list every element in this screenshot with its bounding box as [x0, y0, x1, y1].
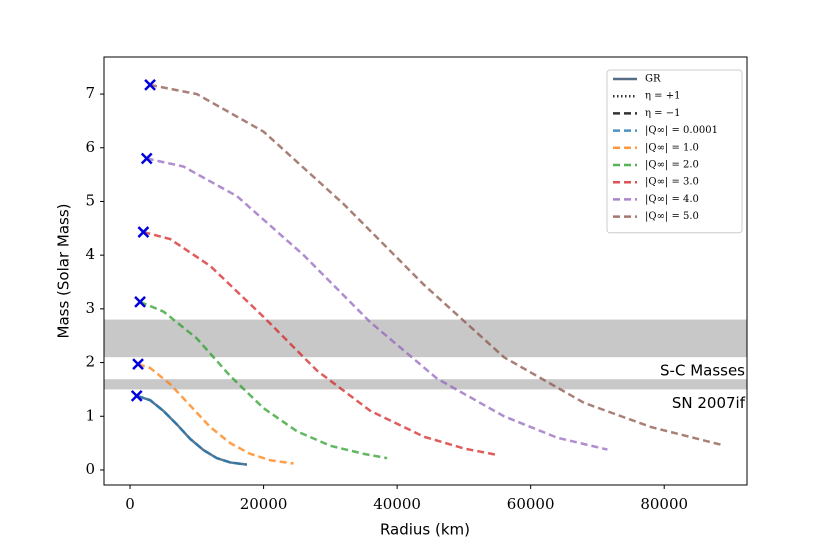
y-tick-label: 1 — [85, 406, 95, 424]
marker — [132, 358, 144, 371]
marker — [140, 152, 153, 165]
marker — [130, 389, 143, 402]
y-tick-label: 5 — [85, 191, 95, 209]
legend-label: |Q∞| = 1.0 — [645, 142, 699, 153]
x-tick-label: 20000 — [240, 495, 288, 513]
marker — [134, 295, 146, 308]
marker — [144, 79, 156, 91]
legend-label: η = −1 — [645, 108, 680, 119]
band — [104, 379, 747, 390]
y-tick-label: 2 — [85, 353, 95, 371]
x-axis-label: Radius (km) — [380, 521, 470, 539]
legend-label: GR — [645, 74, 661, 85]
legend-box — [606, 69, 743, 234]
series-line — [143, 230, 498, 457]
series-line — [137, 362, 294, 465]
series-line — [139, 300, 388, 460]
legend-label: |Q∞| = 3.0 — [645, 177, 699, 188]
x-tick-label: 40000 — [373, 495, 421, 513]
band — [104, 319, 747, 358]
y-tick-label: 3 — [85, 299, 95, 317]
legend-label: η = +1 — [645, 91, 680, 102]
band-label: SN 2007if — [672, 394, 746, 412]
y-tick-label: 0 — [85, 460, 95, 478]
plot-frame — [103, 56, 748, 486]
x-tick-label: 0 — [125, 495, 135, 513]
legend-label: |Q∞| = 4.0 — [645, 194, 699, 205]
series-line — [146, 157, 608, 451]
x-tick-label: 80000 — [640, 495, 688, 513]
y-tick-label: 4 — [85, 245, 95, 263]
y-axis-label: Mass (Solar Mass) — [55, 204, 73, 339]
series-line — [149, 83, 722, 446]
legend-label: |Q∞| = 0.0001 — [645, 125, 718, 136]
series-line — [136, 394, 248, 466]
legend-label: |Q∞| = 2.0 — [645, 160, 699, 171]
x-tick-label: 60000 — [507, 495, 555, 513]
legend-label: |Q∞| = 5.0 — [645, 211, 699, 222]
band-label: S-C Masses — [660, 362, 745, 380]
y-tick-label: 6 — [85, 138, 95, 156]
marker — [137, 226, 150, 238]
y-tick-label: 7 — [85, 84, 95, 102]
